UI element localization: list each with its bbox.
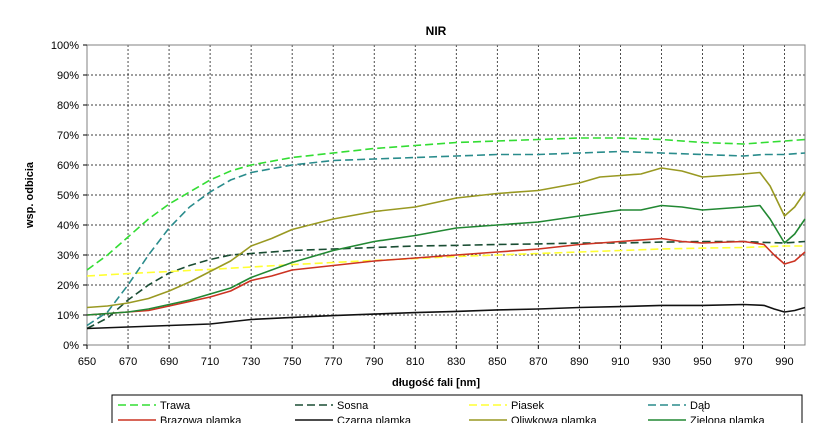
y-tick-label-0: 0% (63, 340, 79, 352)
y-axis-ticks: 0% 10% 20% 30% 40% 50% 60% 70% 80% 90% 100% (51, 40, 87, 352)
y-tick-label-7: 70% (57, 130, 79, 142)
series-lines (86, 137, 806, 330)
x-axis-label: długość fali [nm] (392, 377, 480, 389)
x-tick-label-17: 990 (775, 356, 793, 368)
legend-label-5: Czarna plamka (337, 415, 412, 423)
legend: Trawa Sosna Piasek Dąb Brązowa plamka Czarna … (118, 400, 765, 423)
y-tick-label-4: 40% (57, 220, 79, 232)
y-tick-label-10: 100% (51, 40, 79, 52)
x-tick-label-7: 790 (365, 356, 383, 368)
y-tick-label-1: 10% (57, 310, 79, 322)
x-tick-label-2: 690 (160, 356, 178, 368)
legend-label-6: Oliwkowa plamka (511, 415, 597, 423)
series-line-7 (86, 204, 806, 316)
x-tick-label-14: 930 (652, 356, 670, 368)
y-axis-label: wsp. odbicia (24, 161, 36, 229)
legend-label-2: Piasek (511, 400, 545, 412)
y-tick-label-2: 20% (57, 280, 79, 292)
x-tick-label-5: 750 (283, 356, 301, 368)
chart-title: NIR (426, 24, 447, 38)
x-tick-label-4: 730 (242, 356, 260, 368)
x-tick-label-15: 950 (693, 356, 711, 368)
legend-label-4: Brązowa plamka (160, 415, 242, 423)
x-axis-ticks: 650 670 690 710 730 750 770 790 810 830 850 870 890 9… (78, 345, 794, 368)
legend-label-1: Sosna (337, 400, 369, 412)
x-tick-label-1: 670 (119, 356, 137, 368)
series-line-6 (86, 167, 806, 309)
series-line-4 (86, 237, 806, 316)
legend-box (111, 394, 803, 423)
x-tick-label-10: 850 (488, 356, 506, 368)
x-tick-label-8: 810 (406, 356, 424, 368)
y-tick-label-9: 90% (57, 70, 79, 82)
series-line-1 (86, 240, 806, 330)
x-tick-label-12: 890 (570, 356, 588, 368)
series-line-3 (86, 150, 806, 327)
x-tick-label-16: 970 (734, 356, 752, 368)
series-line-2 (86, 245, 805, 277)
y-tick-label-3: 30% (57, 250, 79, 262)
x-tick-label-11: 870 (529, 356, 547, 368)
legend-label-3: Dąb (690, 400, 710, 412)
legend-label-0: Trawa (160, 400, 191, 412)
x-tick-label-13: 910 (611, 356, 629, 368)
series-line-5 (86, 303, 806, 330)
y-tick-label-8: 80% (57, 100, 79, 112)
series-line-0 (86, 137, 806, 271)
grid-lines (87, 45, 805, 345)
y-tick-label-6: 60% (57, 160, 79, 172)
x-tick-label-9: 830 (447, 356, 465, 368)
x-tick-label-0: 650 (78, 356, 96, 368)
x-tick-label-3: 710 (201, 356, 219, 368)
x-tick-label-6: 770 (324, 356, 342, 368)
y-tick-label-5: 50% (57, 190, 79, 202)
legend-label-7: Zielona plamka (690, 415, 765, 423)
